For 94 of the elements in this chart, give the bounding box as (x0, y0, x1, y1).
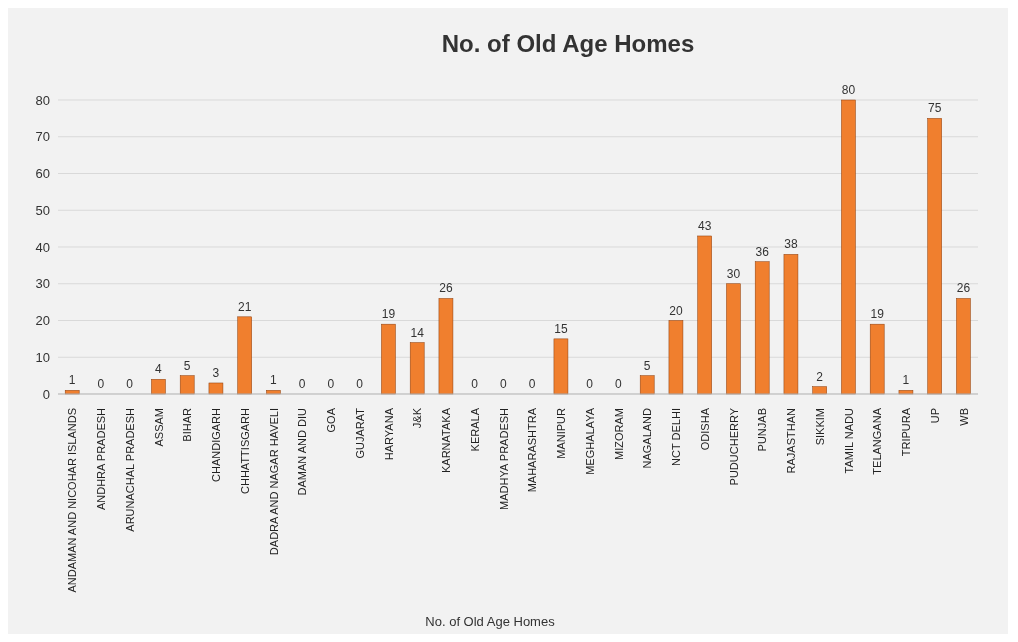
data-label: 75 (928, 101, 942, 116)
x-tick-label: ANDHRA PRADESH (95, 407, 108, 511)
x-tick-label: DADRA AND NAGAR HAVELI (267, 408, 280, 556)
data-label: 1 (68, 373, 76, 388)
bar (639, 375, 655, 395)
data-label: 4 (155, 362, 163, 377)
x-tick-label: GUJARAT (353, 407, 366, 459)
bar (783, 254, 799, 395)
bar (726, 283, 741, 395)
x-tick-label: HARYANA (382, 407, 395, 461)
data-label: 38 (784, 237, 798, 252)
x-tick-label: ODISHA (698, 407, 711, 451)
x-tick-label: MANIPUR (555, 407, 568, 459)
bar (869, 323, 885, 395)
bar (812, 386, 827, 395)
y-tick-label: 40 (35, 239, 50, 255)
data-label: 2 (816, 369, 824, 384)
x-tick-label: PUNJAB (756, 408, 769, 452)
x-tick-label: WB (957, 408, 970, 426)
text: No. of Old Age Homes (425, 614, 555, 629)
data-label: 19 (870, 307, 885, 322)
bar (381, 323, 396, 395)
bar (841, 99, 856, 395)
x-tick-label: KERALA (468, 407, 481, 452)
y-tick-label: 60 (35, 166, 50, 182)
data-label: 80 (841, 83, 856, 97)
data-label: 0 (471, 377, 479, 391)
data-label: 0 (528, 377, 536, 391)
x-tick-label: SIKKIM (813, 408, 826, 446)
data-label: 0 (586, 377, 594, 391)
bar (697, 235, 712, 395)
data-label: 3 (212, 365, 220, 380)
x-tick-label: TRIPURA (900, 407, 913, 457)
x-tick-label: CHHATTISGARH (238, 407, 251, 494)
data-label: 36 (755, 244, 770, 259)
x-tick-label: TAMIL NADU (842, 407, 855, 474)
x-tick-label: GOA (325, 407, 338, 433)
data-label: 0 (327, 377, 335, 391)
data-label: 1 (270, 373, 278, 388)
data-label: 15 (554, 321, 568, 336)
x-tick-label: MADHYA PRADESH (497, 407, 510, 510)
data-label: 26 (439, 281, 453, 296)
x-tick-label: CHANDIGARH (210, 407, 223, 482)
data-label: 20 (669, 303, 683, 318)
bar (179, 375, 195, 395)
bar (208, 382, 224, 395)
x-tick-label: MEGHALAYA (583, 407, 596, 475)
y-tick-label: 70 (35, 129, 50, 145)
x-tick-label: TELANGANA (871, 407, 884, 475)
data-label: 0 (97, 377, 105, 391)
bar (409, 342, 425, 395)
data-label: 5 (183, 358, 191, 373)
x-tick-label: MIZORAM (612, 408, 625, 460)
x-tick-label: ARUNACHAL PRADESH (123, 407, 136, 532)
y-tick-label: 10 (35, 349, 50, 365)
data-label: 14 (410, 325, 425, 340)
y-tick-label: 50 (35, 202, 50, 218)
x-tick-label: NAGALAND (641, 407, 654, 469)
data-label: 0 (615, 377, 623, 391)
x-tick-label: J&K (411, 407, 424, 429)
data-label: 5 (643, 358, 651, 373)
y-tick-label: 30 (35, 276, 50, 292)
data-label: 1 (902, 373, 910, 388)
data-label: 26 (956, 281, 971, 296)
x-tick-label: UP (928, 408, 941, 424)
data-label: 0 (126, 377, 134, 391)
data-label: 19 (381, 307, 396, 322)
x-tick-label: BIHAR (181, 407, 194, 442)
data-label: 30 (726, 266, 741, 281)
x-tick-label: ASSAM (152, 408, 165, 447)
chart-title: No. of Old Age Homes (440, 29, 696, 59)
bar (668, 320, 684, 395)
bar (956, 298, 971, 395)
y-tick-label: 20 (35, 313, 50, 329)
x-tick-label: NCT DELHI (670, 408, 683, 466)
x-tick-label: DAMAN AND DIU (296, 407, 309, 496)
x-tick-label: ANDAMAN AND NICOHAR ISLANDS (66, 408, 79, 593)
data-label: 0 (500, 377, 508, 391)
y-tick-label: 80 (35, 92, 50, 108)
x-tick-label: RAJASTHAN (785, 407, 798, 474)
x-tick-label: MAHARASHTRA (526, 407, 539, 493)
data-label: 43 (698, 218, 712, 233)
bar (553, 338, 569, 395)
bar (927, 118, 942, 395)
x-tick-label: KARNATAKA (440, 407, 453, 473)
bar (438, 298, 454, 395)
data-label: 0 (298, 377, 306, 391)
y-tick-label: 0 (42, 386, 50, 402)
bar (237, 316, 252, 395)
data-label: 21 (238, 299, 252, 314)
bar (151, 379, 166, 395)
x-tick-label: PUDUCHERRY (727, 407, 740, 486)
bar (754, 261, 770, 395)
data-label: 0 (356, 377, 364, 391)
